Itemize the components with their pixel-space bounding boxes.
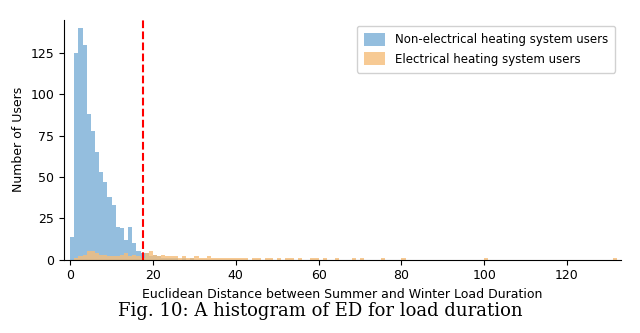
Bar: [149, 256, 153, 260]
Bar: [170, 256, 173, 260]
Bar: [252, 258, 257, 260]
Bar: [298, 258, 302, 260]
Bar: [484, 258, 488, 260]
Bar: [124, 240, 128, 260]
Bar: [236, 258, 240, 260]
Bar: [99, 255, 103, 260]
Bar: [310, 258, 314, 260]
Bar: [149, 251, 153, 260]
Bar: [360, 258, 364, 260]
Bar: [120, 255, 124, 260]
Bar: [145, 253, 149, 260]
Bar: [190, 258, 195, 260]
Bar: [108, 256, 111, 260]
Bar: [215, 258, 220, 260]
Bar: [265, 258, 269, 260]
Bar: [153, 255, 157, 260]
Bar: [381, 258, 385, 260]
Bar: [141, 258, 145, 260]
Y-axis label: Number of Users: Number of Users: [12, 87, 25, 192]
Bar: [70, 236, 74, 260]
Bar: [612, 258, 617, 260]
Bar: [182, 258, 186, 260]
Bar: [136, 256, 141, 260]
Bar: [190, 258, 195, 260]
Bar: [173, 258, 178, 260]
Bar: [153, 255, 157, 260]
Bar: [145, 253, 149, 260]
Bar: [157, 256, 161, 260]
Bar: [232, 258, 236, 260]
Bar: [170, 258, 173, 260]
Bar: [314, 258, 319, 260]
Bar: [83, 45, 87, 260]
Bar: [401, 258, 406, 260]
Bar: [74, 53, 79, 260]
Bar: [132, 255, 136, 260]
Bar: [128, 227, 132, 260]
Bar: [99, 172, 103, 260]
Bar: [116, 227, 120, 260]
Bar: [116, 256, 120, 260]
Bar: [269, 258, 273, 260]
Bar: [182, 256, 186, 260]
Bar: [257, 258, 260, 260]
Bar: [111, 205, 116, 260]
Bar: [240, 258, 244, 260]
Bar: [223, 258, 228, 260]
Bar: [207, 256, 211, 260]
Bar: [285, 258, 290, 260]
Bar: [136, 251, 141, 260]
Bar: [173, 256, 178, 260]
Bar: [87, 114, 91, 260]
Bar: [83, 255, 87, 260]
Bar: [198, 258, 203, 260]
Bar: [128, 256, 132, 260]
Bar: [178, 258, 182, 260]
Bar: [79, 256, 83, 260]
X-axis label: Euclidean Distance between Summer and Winter Load Duration: Euclidean Distance between Summer and Wi…: [142, 288, 543, 301]
Bar: [352, 258, 356, 260]
Bar: [290, 258, 294, 260]
Bar: [120, 228, 124, 260]
Bar: [203, 258, 207, 260]
Bar: [91, 131, 95, 260]
Bar: [124, 253, 128, 260]
Bar: [79, 28, 83, 260]
Text: Fig. 10: A histogram of ED for load duration: Fig. 10: A histogram of ED for load dura…: [118, 302, 522, 320]
Bar: [277, 258, 282, 260]
Bar: [220, 258, 223, 260]
Bar: [323, 258, 327, 260]
Bar: [95, 152, 99, 260]
Bar: [186, 258, 190, 260]
Bar: [165, 256, 170, 260]
Bar: [103, 182, 108, 260]
Bar: [111, 256, 116, 260]
Bar: [132, 243, 136, 260]
Bar: [211, 258, 215, 260]
Bar: [87, 251, 91, 260]
Bar: [161, 255, 165, 260]
Bar: [335, 258, 339, 260]
Bar: [244, 258, 248, 260]
Bar: [91, 251, 95, 260]
Bar: [165, 258, 170, 260]
Bar: [161, 258, 165, 260]
Bar: [228, 258, 232, 260]
Bar: [157, 256, 161, 260]
Bar: [195, 256, 198, 260]
Bar: [95, 253, 99, 260]
Bar: [108, 197, 111, 260]
Bar: [103, 255, 108, 260]
Legend: Non-electrical heating system users, Electrical heating system users: Non-electrical heating system users, Ele…: [356, 26, 615, 73]
Bar: [74, 258, 79, 260]
Bar: [141, 253, 145, 260]
